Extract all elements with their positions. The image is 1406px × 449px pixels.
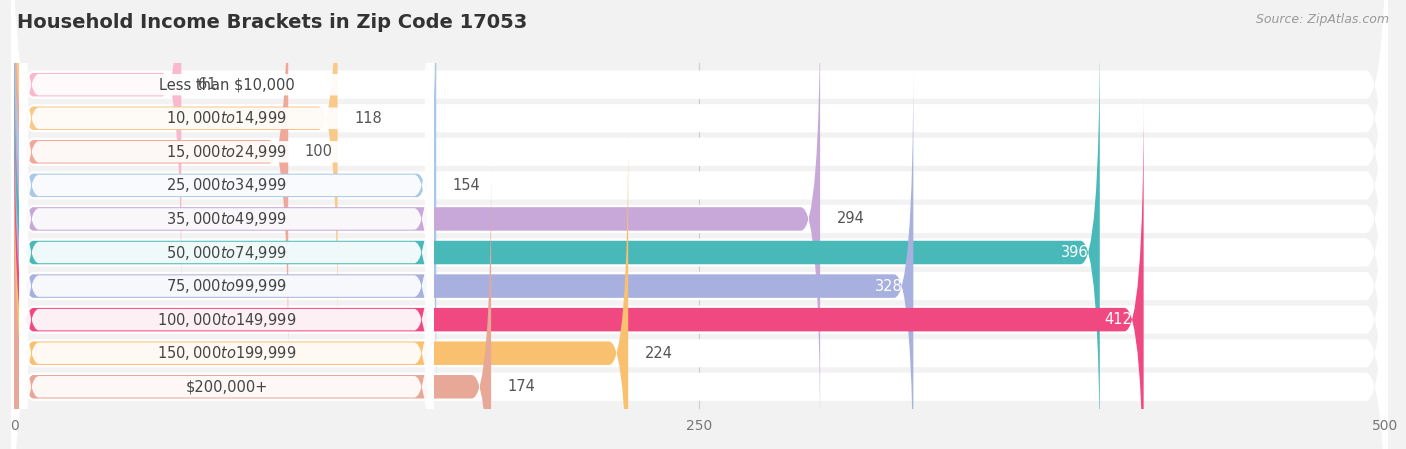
FancyBboxPatch shape [20, 0, 433, 343]
Text: $25,000 to $34,999: $25,000 to $34,999 [166, 176, 287, 194]
FancyBboxPatch shape [14, 97, 1143, 449]
FancyBboxPatch shape [14, 29, 1099, 449]
Text: $150,000 to $199,999: $150,000 to $199,999 [157, 344, 297, 362]
FancyBboxPatch shape [20, 96, 433, 449]
FancyBboxPatch shape [20, 0, 433, 309]
FancyBboxPatch shape [14, 163, 491, 449]
Text: $35,000 to $49,999: $35,000 to $49,999 [166, 210, 287, 228]
FancyBboxPatch shape [20, 0, 433, 409]
FancyBboxPatch shape [20, 163, 433, 449]
FancyBboxPatch shape [14, 0, 337, 341]
Text: 61: 61 [198, 77, 217, 92]
FancyBboxPatch shape [11, 0, 1388, 339]
Text: 328: 328 [875, 278, 903, 294]
Text: 294: 294 [837, 211, 865, 226]
FancyBboxPatch shape [14, 63, 914, 449]
FancyBboxPatch shape [11, 31, 1388, 449]
FancyBboxPatch shape [11, 132, 1388, 449]
Text: 154: 154 [453, 178, 481, 193]
Text: Household Income Brackets in Zip Code 17053: Household Income Brackets in Zip Code 17… [17, 13, 527, 32]
Text: Less than $10,000: Less than $10,000 [159, 77, 294, 92]
Text: $15,000 to $24,999: $15,000 to $24,999 [166, 143, 287, 161]
Text: 100: 100 [305, 144, 333, 159]
FancyBboxPatch shape [11, 0, 1388, 449]
FancyBboxPatch shape [20, 0, 433, 443]
Text: $200,000+: $200,000+ [186, 379, 267, 394]
FancyBboxPatch shape [14, 0, 288, 375]
Text: 174: 174 [508, 379, 536, 394]
Text: 412: 412 [1105, 312, 1133, 327]
Text: 396: 396 [1062, 245, 1088, 260]
FancyBboxPatch shape [14, 0, 820, 442]
FancyBboxPatch shape [11, 65, 1388, 449]
Text: $100,000 to $149,999: $100,000 to $149,999 [157, 311, 297, 329]
FancyBboxPatch shape [20, 28, 433, 449]
FancyBboxPatch shape [14, 130, 628, 449]
FancyBboxPatch shape [11, 0, 1388, 406]
FancyBboxPatch shape [11, 0, 1388, 449]
Text: $50,000 to $74,999: $50,000 to $74,999 [166, 243, 287, 261]
FancyBboxPatch shape [14, 0, 436, 409]
FancyBboxPatch shape [11, 99, 1388, 449]
FancyBboxPatch shape [20, 0, 433, 376]
FancyBboxPatch shape [14, 0, 181, 308]
FancyBboxPatch shape [11, 0, 1388, 373]
Text: $10,000 to $14,999: $10,000 to $14,999 [166, 109, 287, 127]
Text: 224: 224 [644, 346, 672, 361]
Text: Source: ZipAtlas.com: Source: ZipAtlas.com [1256, 13, 1389, 26]
Text: $75,000 to $99,999: $75,000 to $99,999 [166, 277, 287, 295]
FancyBboxPatch shape [11, 0, 1388, 440]
FancyBboxPatch shape [20, 129, 433, 449]
Text: 118: 118 [354, 111, 382, 126]
FancyBboxPatch shape [20, 62, 433, 449]
